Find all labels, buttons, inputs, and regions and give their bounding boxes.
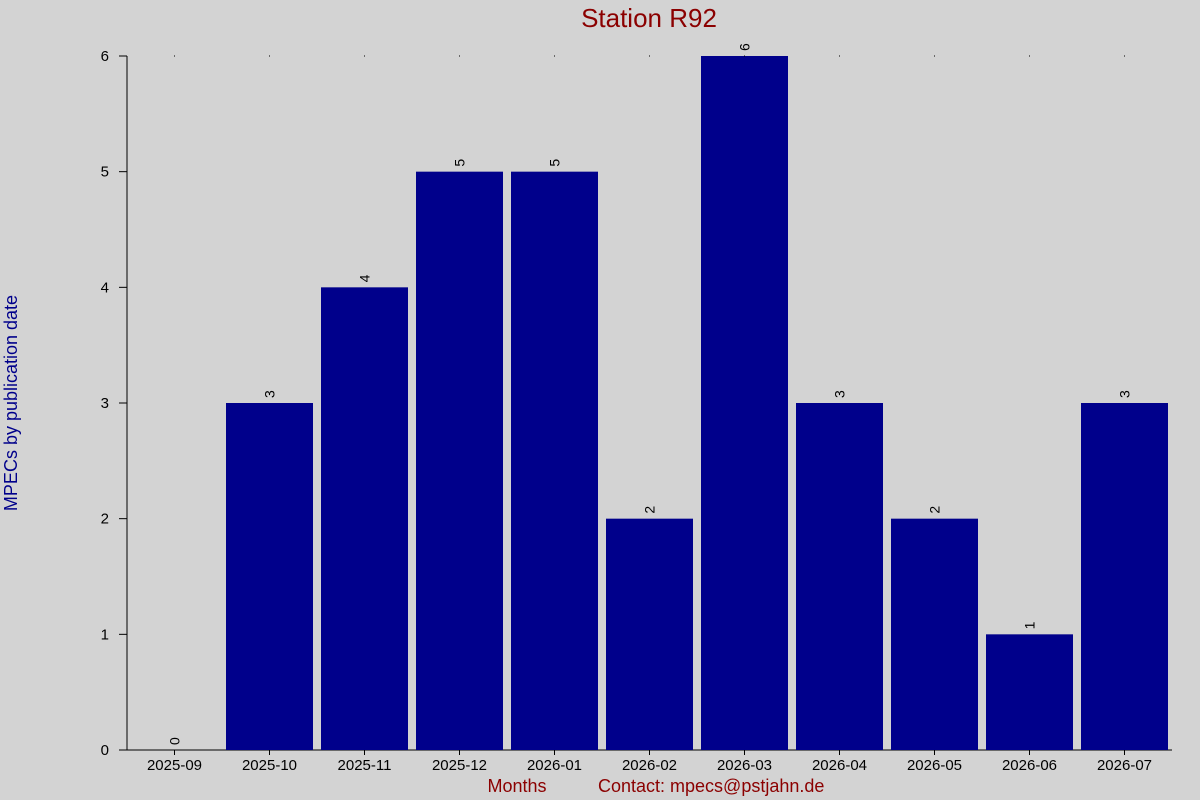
bar (701, 56, 788, 750)
top-tick-dot (934, 55, 935, 57)
data-label: 3 (262, 390, 278, 398)
bar (986, 634, 1073, 750)
top-tick-dot (649, 55, 650, 57)
top-tick-dot (459, 55, 460, 57)
x-tick-label: 2025-09 (147, 757, 202, 774)
top-tick-dot (554, 55, 555, 57)
plot-area: 0 1 2 3 4 5 6 2025-09 0 2025-10 3 2025-11 4 2025-12 5 2… (101, 43, 1172, 774)
bar (226, 403, 313, 750)
x-tick-label: 2026-07 (1097, 757, 1152, 774)
top-tick-dot (174, 55, 175, 57)
y-tick-label: 5 (101, 164, 109, 181)
bar (1081, 403, 1168, 750)
data-label: 4 (357, 274, 373, 282)
top-tick-dot (839, 55, 840, 57)
x-tick-label: 2026-01 (527, 757, 582, 774)
x-tick-label: 2026-06 (1002, 757, 1057, 774)
y-tick-label: 4 (101, 279, 109, 296)
y-tick-label: 2 (101, 511, 109, 528)
data-label: 5 (547, 159, 563, 167)
x-tick-label: 2025-11 (338, 757, 392, 774)
y-tick-label: 6 (101, 48, 109, 65)
bar (891, 518, 978, 750)
bar (511, 171, 598, 750)
y-tick-label: 3 (101, 395, 109, 412)
top-tick-dot (1124, 55, 1125, 57)
data-label: 3 (832, 390, 848, 398)
data-label: 3 (1117, 390, 1133, 398)
x-tick-label: 2026-03 (717, 757, 772, 774)
top-tick-dot (1029, 55, 1030, 57)
y-tick-label: 0 (101, 742, 109, 759)
y-tick-label: 1 (101, 626, 109, 643)
chart-title: Station R92 (581, 3, 717, 33)
data-label: 6 (737, 43, 753, 51)
data-label: 1 (1022, 621, 1038, 629)
data-label: 2 (642, 506, 658, 514)
x-tick-label: 2026-05 (907, 757, 962, 774)
data-label: 5 (452, 159, 468, 167)
x-axis-label: Months (487, 776, 546, 796)
x-tick-label: 2026-02 (622, 757, 677, 774)
top-tick-dot (744, 55, 745, 57)
bar (606, 518, 693, 750)
y-axis-label: MPECs by publication date (1, 295, 21, 511)
bar (321, 287, 408, 750)
x-tick-label: 2025-12 (432, 757, 487, 774)
bar (416, 171, 503, 750)
bar (796, 403, 883, 750)
top-tick-dot (269, 55, 270, 57)
data-label: 2 (927, 506, 943, 514)
top-tick-dot (364, 55, 365, 57)
x-tick-label: 2025-10 (242, 757, 297, 774)
data-label: 0 (167, 737, 183, 745)
contact-footer: Contact: mpecs@pstjahn.de (598, 776, 824, 796)
x-tick-label: 2026-04 (812, 757, 867, 774)
